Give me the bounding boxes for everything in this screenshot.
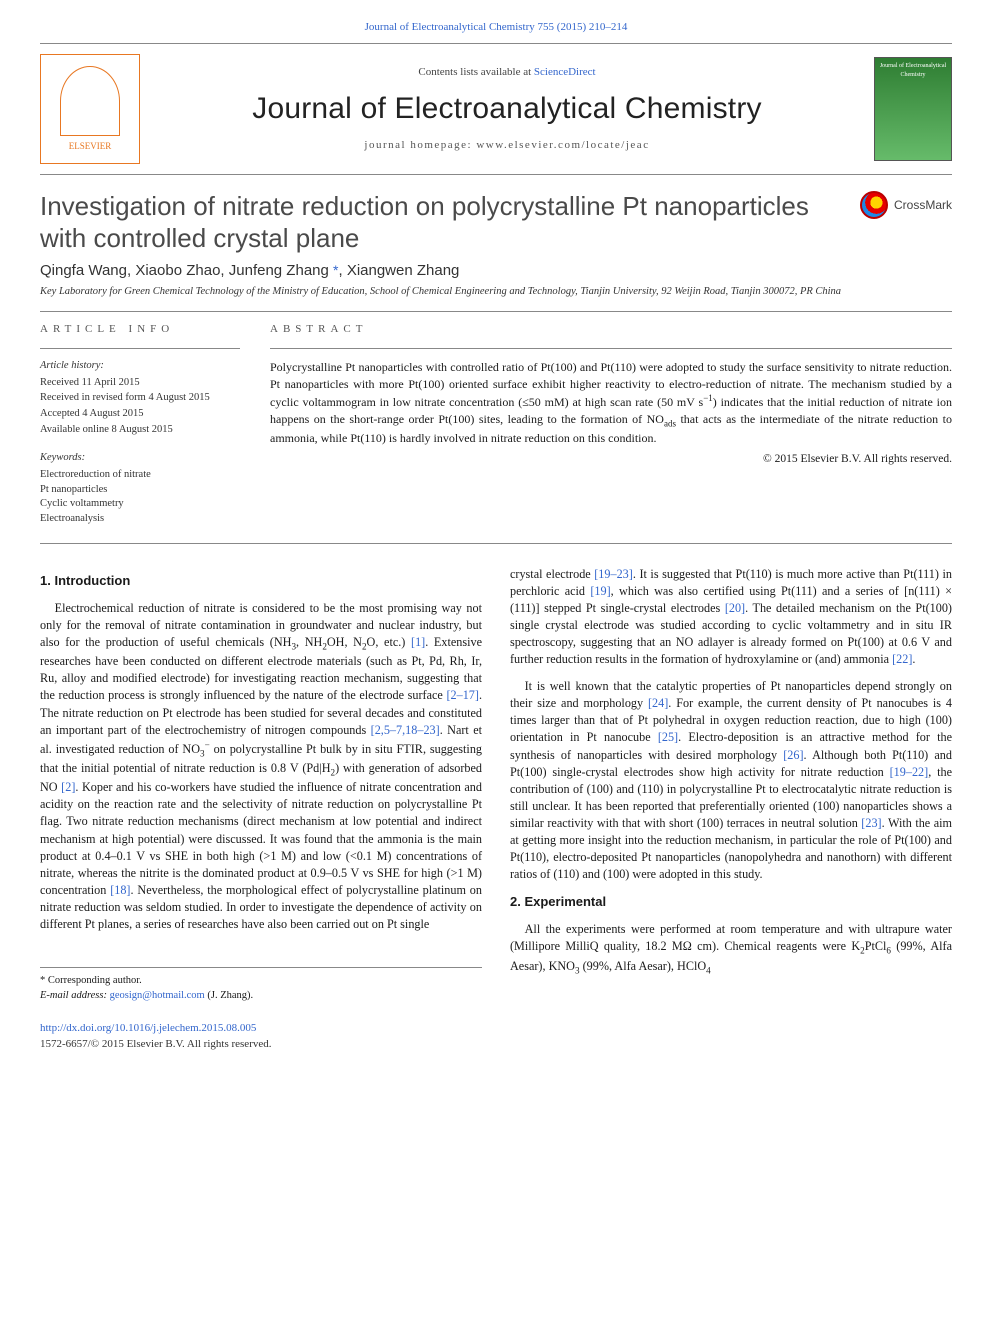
intro-paragraph-3: It is well known that the catalytic prop… — [510, 678, 952, 883]
keyword-2: Pt nanoparticles — [40, 483, 240, 498]
author-2: Xiaobo Zhao — [135, 262, 220, 279]
elsevier-logo: ELSEVIER — [40, 54, 140, 164]
journal-name: Journal of Electroanalytical Chemistry — [140, 88, 874, 130]
footer-bar: http://dx.doi.org/10.1016/j.jelechem.201… — [40, 1021, 482, 1052]
divider — [40, 348, 240, 349]
abstract-label: abstract — [270, 322, 952, 337]
footnote-block: * Corresponding author. E-mail address: … — [40, 967, 482, 1003]
history-online: Available online 8 August 2015 — [40, 423, 240, 438]
intro-paragraph-1: Electrochemical reduction of nitrate is … — [40, 600, 482, 933]
experimental-paragraph-1: All the experiments were performed at ro… — [510, 921, 952, 977]
article-info-label: article info — [40, 322, 240, 337]
article-title: Investigation of nitrate reduction on po… — [40, 191, 860, 253]
affiliation: Key Laboratory for Green Chemical Techno… — [40, 285, 952, 300]
divider — [40, 311, 952, 312]
history-revised: Received in revised form 4 August 2015 — [40, 391, 240, 406]
keyword-1: Electroreduction of nitrate — [40, 468, 240, 483]
sciencedirect-link[interactable]: ScienceDirect — [534, 66, 596, 78]
history-accepted: Accepted 4 August 2015 — [40, 407, 240, 422]
abstract-box: abstract Polycrystalline Pt nanoparticle… — [270, 322, 952, 526]
issn-copyright: 1572-6657/© 2015 Elsevier B.V. All right… — [40, 1037, 482, 1052]
abstract-text: Polycrystalline Pt nanoparticles with co… — [270, 359, 952, 447]
homepage-url[interactable]: www.elsevier.com/locate/jeac — [476, 139, 649, 151]
email-paren: (J. Zhang). — [207, 990, 253, 1001]
journal-homepage: journal homepage: www.elsevier.com/locat… — [140, 138, 874, 153]
corresponding-star-icon: * — [333, 262, 338, 278]
section-experimental-heading: 2. Experimental — [510, 893, 952, 911]
journal-header: ELSEVIER Contents lists available at Sci… — [40, 43, 952, 175]
email-label: E-mail address: — [40, 990, 107, 1001]
abstract-copyright: © 2015 Elsevier B.V. All rights reserved… — [270, 451, 952, 467]
keywords-label: Keywords: — [40, 451, 240, 466]
contents-line: Contents lists available at ScienceDirec… — [140, 65, 874, 80]
author-1: Qingfa Wang — [40, 262, 127, 279]
running-head: Journal of Electroanalytical Chemistry 7… — [40, 20, 952, 43]
section-introduction-heading: 1. Introduction — [40, 572, 482, 590]
column-left: 1. Introduction Electrochemical reductio… — [40, 566, 482, 1052]
keyword-4: Electroanalysis — [40, 512, 240, 527]
corresponding-email[interactable]: geosign@hotmail.com — [110, 990, 205, 1001]
elsevier-label: ELSEVIER — [69, 140, 112, 153]
journal-block: Contents lists available at ScienceDirec… — [140, 65, 874, 154]
author-line: Qingfa Wang, Xiaobo Zhao, Junfeng Zhang … — [40, 260, 952, 281]
homepage-prefix: journal homepage: — [364, 139, 476, 151]
history-label: Article history: — [40, 359, 240, 374]
journal-cover-thumb: Journal of Electroanalytical Chemistry — [874, 57, 952, 161]
history-received: Received 11 April 2015 — [40, 376, 240, 391]
doi-link[interactable]: http://dx.doi.org/10.1016/j.jelechem.201… — [40, 1021, 482, 1036]
contents-prefix: Contents lists available at — [418, 66, 533, 78]
crossmark-icon — [860, 191, 888, 219]
crossmark-badge[interactable]: CrossMark — [860, 191, 952, 219]
article-info-box: article info Article history: Received 1… — [40, 322, 240, 526]
divider — [40, 543, 952, 544]
column-right: crystal electrode [19–23]. It is suggest… — [510, 566, 952, 1052]
corresponding-author-note: * Corresponding author. — [40, 974, 482, 989]
author-4: Xiangwen Zhang — [347, 262, 460, 279]
elsevier-tree-icon — [60, 66, 120, 136]
author-3: Junfeng Zhang — [229, 262, 329, 279]
crossmark-label: CrossMark — [894, 197, 952, 214]
divider — [270, 348, 952, 349]
intro-paragraph-2: crystal electrode [19–23]. It is suggest… — [510, 566, 952, 668]
keyword-3: Cyclic voltammetry — [40, 497, 240, 512]
